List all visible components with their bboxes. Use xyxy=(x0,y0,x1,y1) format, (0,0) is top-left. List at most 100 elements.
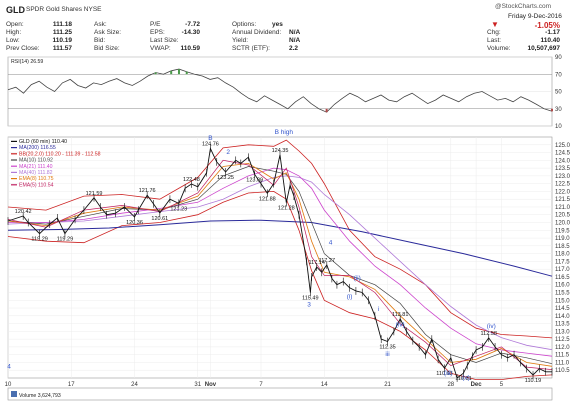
price-annotation: 119.29 xyxy=(31,237,47,243)
time-tick-label: 28 xyxy=(447,382,454,388)
quote-header: GLD SPDR Gold Shares NYSE @StockCharts.c… xyxy=(0,0,585,55)
options-value: yes xyxy=(272,21,283,28)
legend-entry: BB(20,2.0) 110.20 - 111.39 - 112.58 xyxy=(19,151,101,157)
rsi-title: RSI(14) 26.59 xyxy=(11,59,43,65)
rsi-tick-label: 70 xyxy=(555,72,562,78)
high-label: High: xyxy=(6,29,22,36)
wave-label: 4 xyxy=(329,239,333,246)
volume-swatch xyxy=(11,391,17,397)
series-ma40 xyxy=(7,175,553,351)
price-frame xyxy=(7,136,553,379)
price-tick-label: 111.5 xyxy=(555,353,570,359)
price-tick-label: 121.0 xyxy=(555,205,571,211)
series-ema5 xyxy=(7,159,553,370)
wave-label: (ii) xyxy=(354,275,361,282)
price-annotation: 119.29 xyxy=(57,237,73,243)
vwap-value: 110.59 xyxy=(180,45,200,52)
price-tick-label: 123.5 xyxy=(555,166,571,172)
wave-label: 2 xyxy=(226,149,230,156)
legend-entry: MA(200) 116.55 xyxy=(19,145,56,151)
price-tick-label: 120.0 xyxy=(555,221,571,227)
price-tick-label: 119.5 xyxy=(555,228,570,234)
price-tick-label: 112.0 xyxy=(555,345,570,351)
legend-entry: GLD (60 min) 110.40 xyxy=(19,139,67,145)
legend-entry: MA(40) 111.82 xyxy=(19,170,53,176)
rsi-line xyxy=(7,68,553,113)
yield-label: Yield: xyxy=(232,37,249,44)
price-tick-label: 112.5 xyxy=(555,337,570,343)
volume-frame xyxy=(7,387,553,401)
price-tick-label: 122.0 xyxy=(555,189,571,195)
rsi-tick-label: 10 xyxy=(555,124,562,130)
rsi-tick-label: 90 xyxy=(555,55,562,61)
price-tick-label: 118.5 xyxy=(555,244,570,250)
price-tick-label: 113.0 xyxy=(555,329,570,335)
annual-dividend-label: Annual Dividend: xyxy=(232,29,282,36)
price-annotation: 112.35 xyxy=(379,344,395,350)
time-tick-label: 7 xyxy=(259,382,263,388)
volume-panel: Volume 3,624,793 xyxy=(7,387,553,401)
price-tick-label: 114.5 xyxy=(555,306,570,312)
wave-label: B high xyxy=(275,129,294,136)
wave-label: 3 xyxy=(307,301,311,308)
price-annotation: 110.31 xyxy=(455,376,471,382)
options-label: Options: xyxy=(232,21,257,28)
price-annotation: 123.25 xyxy=(217,175,234,181)
volume-title: Volume 3,624,793 xyxy=(19,393,61,399)
legend-entry: MA(21) 111.40 xyxy=(19,164,53,170)
price-annotation: 124.76 xyxy=(202,142,219,148)
time-tick-label: 17 xyxy=(68,382,75,388)
rsi-tick-label: 50 xyxy=(555,90,562,96)
series-ma200 xyxy=(7,219,553,277)
low-value: 110.19 xyxy=(52,37,72,44)
pe-label: P/E xyxy=(150,21,161,28)
price-tick-label: 118.0 xyxy=(555,252,570,258)
open-value: 111.18 xyxy=(52,21,72,28)
wave-label: i xyxy=(378,306,379,313)
price-tick-label: 111.0 xyxy=(555,360,570,366)
price-annotation: 120.61 xyxy=(151,216,168,222)
time-tick-label: 21 xyxy=(384,382,391,388)
price-annotation: 120.36 xyxy=(126,220,143,226)
last-size-label: Last Size: xyxy=(150,37,179,44)
price-annotation: 123.09 xyxy=(246,177,263,183)
time-tick-label: 10 xyxy=(5,382,12,388)
price-tick-label: 123.0 xyxy=(555,174,571,180)
brand-watermark: @StockCharts.com xyxy=(495,3,552,10)
last-value: 110.40 xyxy=(540,37,560,44)
wave-label: (iii) xyxy=(444,370,453,377)
price-tick-label: 110.5 xyxy=(555,368,570,374)
price-tick-label: 121.5 xyxy=(555,197,571,203)
price-annotation: 121.23 xyxy=(170,206,187,212)
price-annotation: 120.42 xyxy=(15,209,32,215)
time-tick-label: Nov xyxy=(205,382,217,388)
change-percent: -1.05% xyxy=(534,21,560,30)
price-tick-label: 116.0 xyxy=(555,283,570,289)
price-annotation: 115.49 xyxy=(302,296,318,302)
wave-label: 4 xyxy=(7,364,11,371)
price-annotation: 122.48 xyxy=(183,177,200,183)
price-tick-label: 120.5 xyxy=(555,213,571,219)
ask-label: Ask: xyxy=(94,21,107,28)
price-tick-label: 115.0 xyxy=(555,298,570,304)
prev-close-value: 111.57 xyxy=(52,45,72,52)
time-tick-label: 31 xyxy=(194,382,201,388)
price-tick-label: 116.5 xyxy=(555,275,570,281)
price-annotation: 121.76 xyxy=(139,188,156,194)
price-annotation: 112.58 xyxy=(481,331,497,337)
price-tick-label: 117.0 xyxy=(555,267,570,273)
symbol: GLD xyxy=(6,5,25,15)
bid-size-label: Bid Size: xyxy=(94,45,120,52)
sctr-value: 2.2 xyxy=(289,45,299,52)
pe-value: -7.72 xyxy=(185,21,200,28)
quote-date: Friday 9-Dec-2016 xyxy=(508,13,562,20)
wave-label: (v) xyxy=(462,375,470,382)
down-arrow-icon: ▼ xyxy=(491,20,499,29)
chg-value: -1.17 xyxy=(545,29,560,36)
rsi-tick-label: 30 xyxy=(555,107,562,113)
sctr-label: SCTR (ETF): xyxy=(232,45,270,52)
annual-dividend-value: N/A xyxy=(289,29,301,36)
legend-entry: EMA(5) 110.54 xyxy=(19,182,54,188)
last-label: Last: xyxy=(487,37,502,44)
